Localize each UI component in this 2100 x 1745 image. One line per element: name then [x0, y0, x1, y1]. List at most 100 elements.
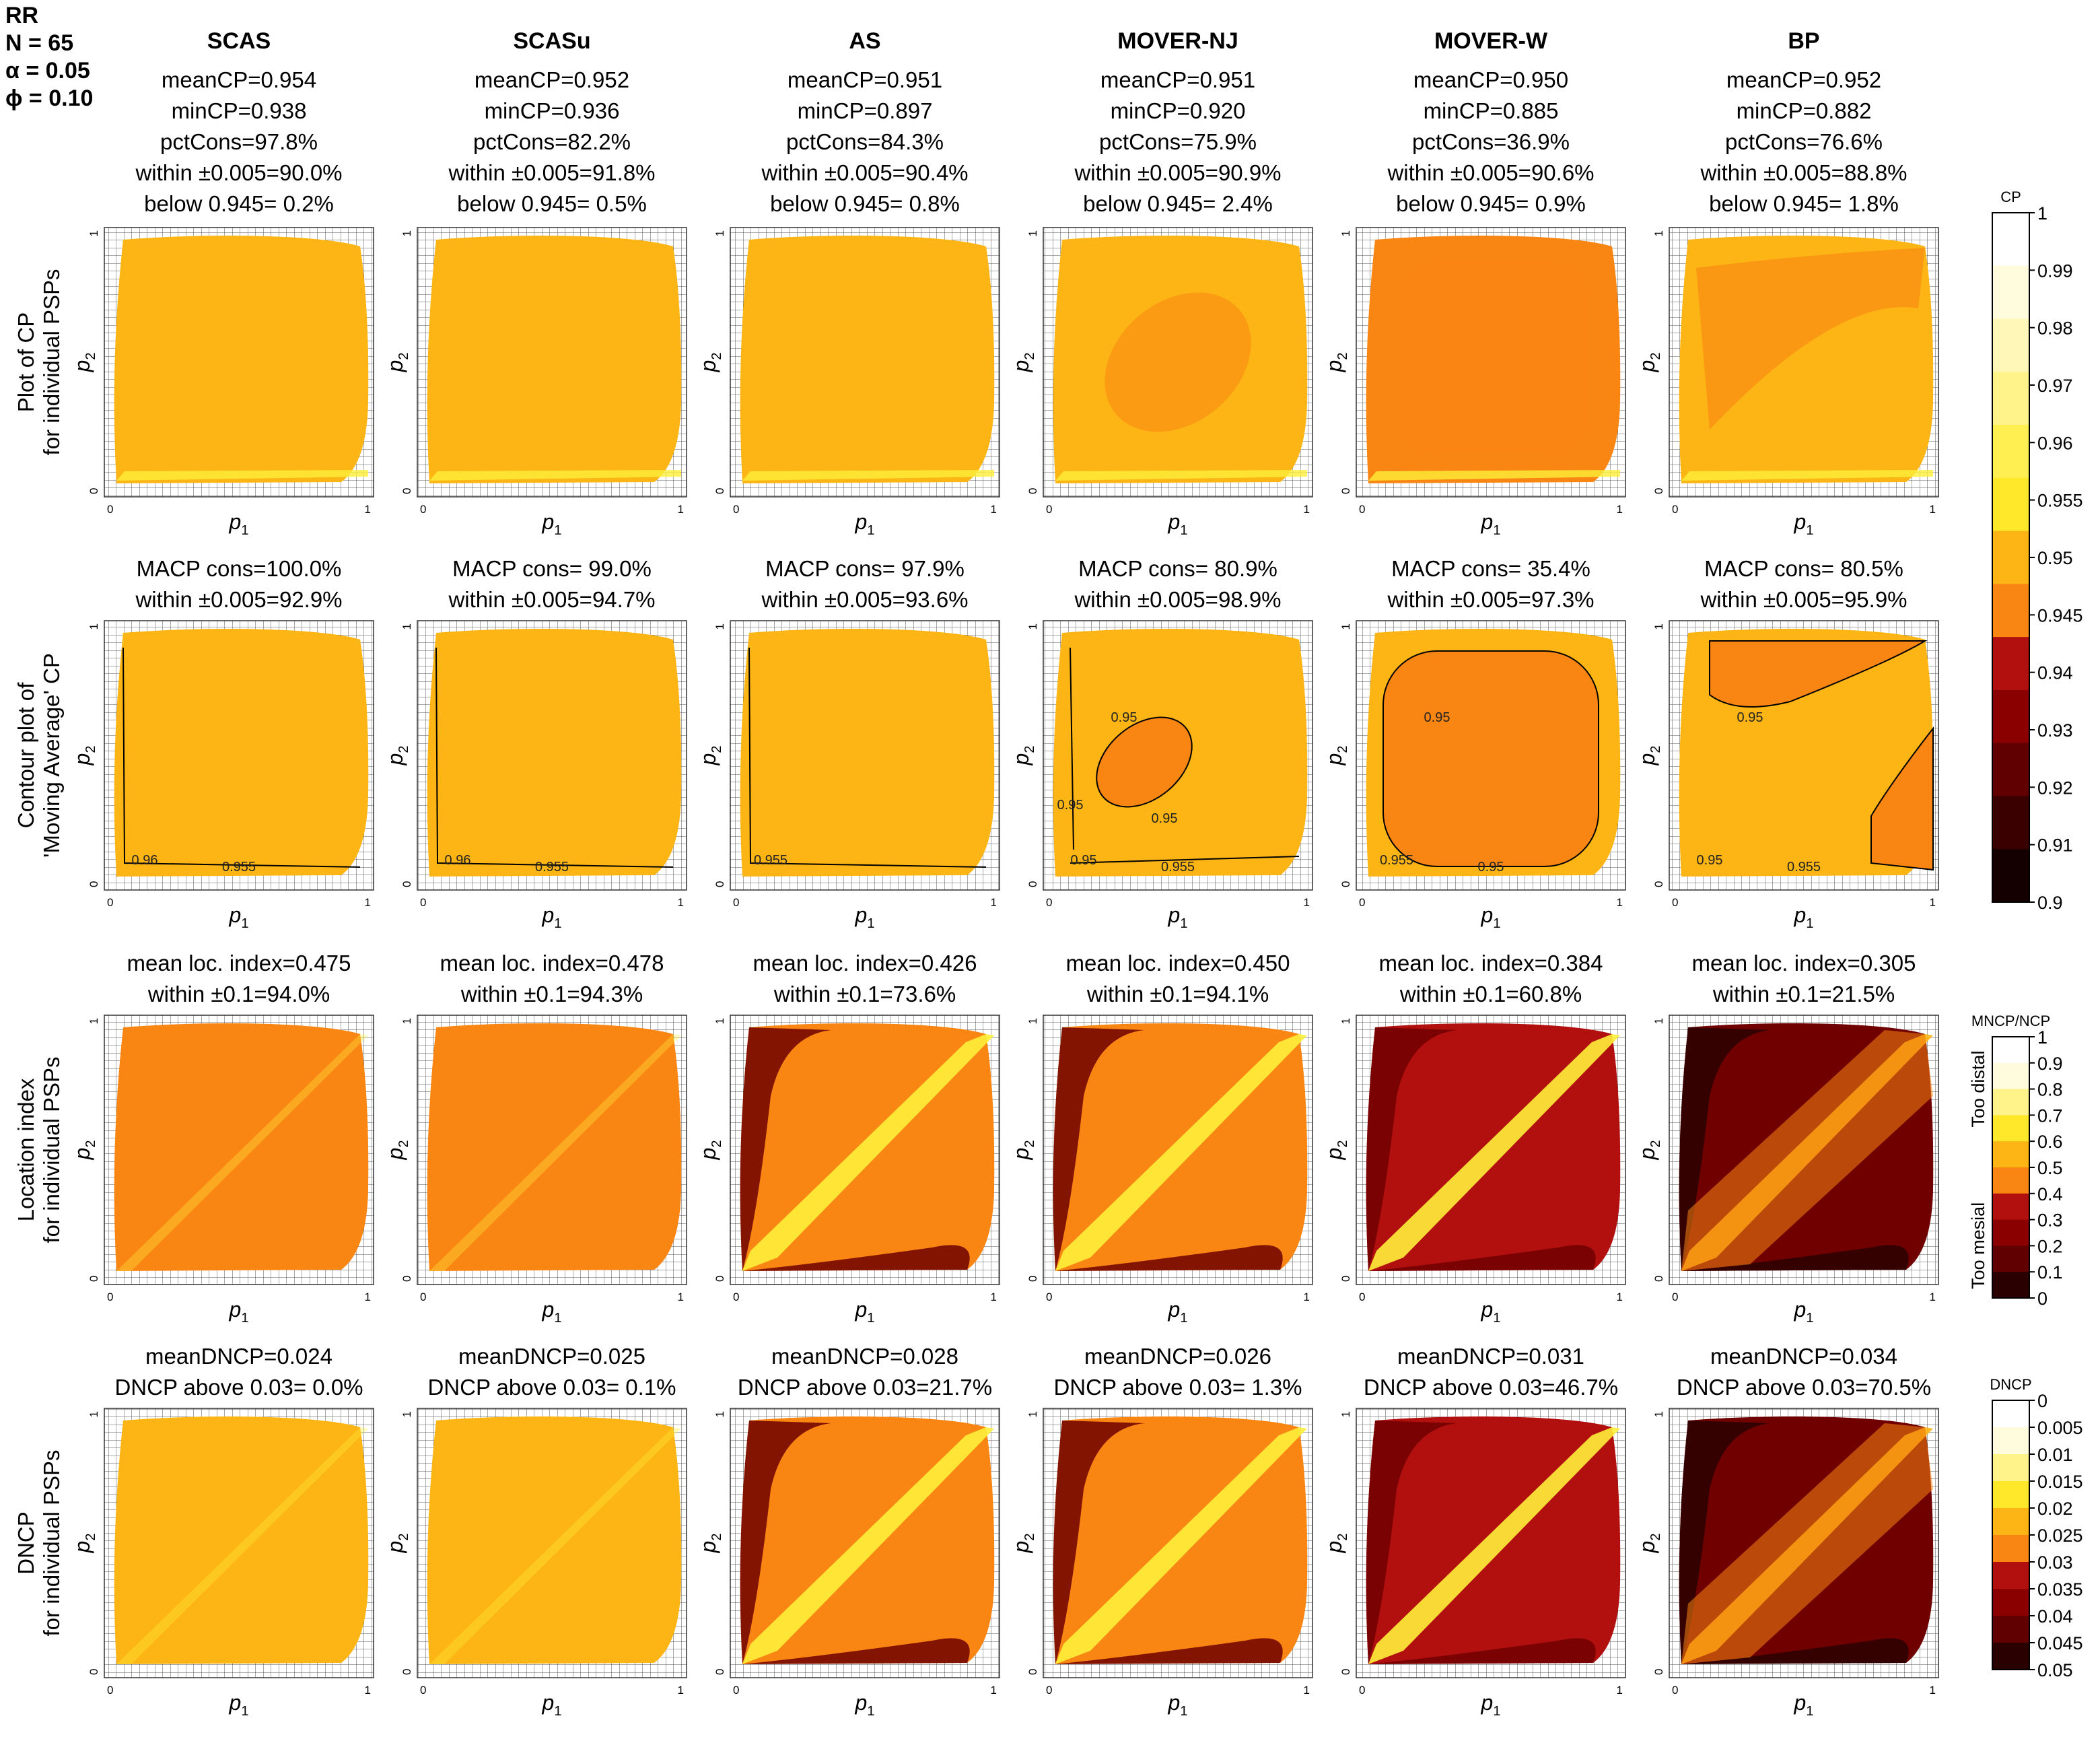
colorbar-label: 0.2: [2037, 1236, 2063, 1256]
colorbar-segment: [1992, 425, 2029, 479]
y-tick-label: 0: [88, 1669, 100, 1675]
stat-line: minCP=0.885: [1424, 98, 1559, 123]
colorbar-label: 0.96: [2037, 433, 2073, 453]
x-tick-label: 0: [733, 1684, 739, 1697]
x-axis-label: p1: [542, 1690, 562, 1719]
heatmap-fill: [740, 236, 995, 483]
y-axis-label: p2: [70, 1140, 98, 1161]
y-tick-text: 1: [1339, 623, 1352, 629]
x-tick-label: 0: [1672, 896, 1678, 909]
stat-line: pctCons=75.9%: [1099, 129, 1257, 154]
y-tick-label: 0: [400, 881, 413, 887]
y-tick-label: 0: [1339, 488, 1352, 494]
diagonal-band: [1055, 1427, 1307, 1664]
dark-wedge: [1681, 1245, 1909, 1271]
contour-label: 0.955: [535, 860, 569, 875]
y-axis-label: p2: [1635, 1534, 1663, 1554]
y-tick-label: 0: [1026, 488, 1039, 494]
y-tick-label: 0: [88, 488, 100, 494]
edge-band: [429, 470, 681, 481]
stat-line: below 0.945= 0.8%: [770, 191, 960, 216]
stat-line: mean loc. index=0.384: [1379, 951, 1603, 976]
colorbar-label: 0.025: [2037, 1526, 2083, 1546]
colorbar-segment: [1992, 1141, 2029, 1168]
x-axis-label: p1: [1481, 510, 1501, 538]
y-tick-label: 1: [88, 1411, 100, 1417]
stat-line: MACP cons= 80.5%: [1704, 556, 1903, 581]
heatmap-panel: MACP cons= 35.4% within ±0.005=97.3% 0.955…: [1322, 556, 1626, 931]
y-tick-text: 0: [1652, 1276, 1665, 1282]
contour-line: [748, 647, 987, 868]
y-tick-text: 1: [1026, 230, 1039, 236]
x-axis-label: p1: [1794, 903, 1814, 931]
x-axis-label: p1: [855, 510, 875, 538]
colorbar-segment: [1992, 1589, 2029, 1616]
y-tick-label: 1: [713, 1018, 726, 1024]
x-axis-label: p1: [542, 510, 562, 538]
x-tick-label: 1: [1930, 1291, 1936, 1303]
y-tick-text: 1: [1652, 623, 1665, 629]
colorbar-label: 0.1: [2037, 1262, 2063, 1282]
y-tick-label: 1: [88, 623, 100, 629]
y-tick-label: 1: [1652, 1018, 1665, 1024]
colorbar-segment: [1992, 1508, 2029, 1536]
stat-line: DNCP above 0.03= 0.0%: [114, 1375, 363, 1400]
y-tick-text: 1: [713, 230, 726, 236]
x-axis-label: p1: [1794, 1690, 1814, 1719]
x-axis-label: p1: [1794, 1297, 1814, 1326]
diagonal-band: [429, 1034, 681, 1271]
y-axis-label: p2: [1009, 1140, 1037, 1161]
method-title: MOVER-NJ: [1117, 28, 1238, 54]
y-tick-label: 0: [713, 1276, 726, 1282]
stat-line: meanCP=0.951: [1100, 67, 1255, 92]
y-axis-text: p2: [1009, 353, 1037, 373]
colorbar-segment: [1992, 372, 2029, 425]
center-region: [1397, 261, 1592, 456]
stat-line: meanDNCP=0.028: [771, 1344, 958, 1369]
stat-line: meanDNCP=0.026: [1084, 1344, 1271, 1369]
y-tick-text: 1: [1026, 1018, 1039, 1024]
stat-line: DNCP above 0.03=46.7%: [1364, 1375, 1618, 1400]
diagonal-band: [1055, 1034, 1307, 1271]
y-tick-text: 1: [1339, 1018, 1352, 1024]
y-tick-text: 0: [1652, 488, 1665, 494]
colorbar: DNCP 0 0.005 0.01 0.015 0.02 0.025 0.03 0.035 0.0…: [1990, 1376, 2082, 1680]
heatmap-region: [1053, 1416, 1308, 1664]
y-axis-label: p2: [70, 1534, 98, 1554]
x-tick-label: 0: [1359, 1291, 1365, 1303]
y-tick-text: 0: [400, 1276, 413, 1282]
center-region: [1105, 292, 1251, 432]
stat-line: minCP=0.882: [1737, 98, 1872, 123]
y-tick-label: 0: [88, 881, 100, 887]
colorbar-segment: [1992, 1219, 2029, 1246]
row-label: Location index for individual PSPs: [13, 1057, 64, 1243]
dark-wedge: [1053, 1421, 1144, 1664]
stat-line: within ±0.005=90.4%: [761, 160, 968, 185]
colorbar-segment: [1992, 584, 2029, 638]
heatmap-fill: [114, 1023, 369, 1271]
contour-region: [1096, 716, 1193, 808]
y-axis-label: p2: [383, 353, 411, 373]
stat-line: below 0.945= 0.5%: [457, 191, 647, 216]
y-tick-text: 1: [1339, 1411, 1352, 1417]
x-tick-label: 0: [420, 1684, 426, 1697]
y-axis-label: p2: [1009, 1534, 1037, 1554]
contour-label: 0.95: [1424, 710, 1450, 725]
y-axis-text: p2: [1009, 1140, 1037, 1161]
stat-line: meanCP=0.952: [475, 67, 629, 92]
x-tick-label: 0: [107, 1684, 113, 1697]
y-axis-label: p2: [1635, 353, 1663, 373]
x-tick-label: 1: [1617, 1291, 1623, 1303]
heatmap-fill: [427, 1416, 682, 1664]
stat-line: meanCP=0.951: [788, 67, 942, 92]
y-tick-text: 0: [713, 1669, 726, 1675]
diagonal-band: [1681, 1423, 1933, 1664]
colorbar-segment: [1992, 477, 2029, 532]
dark-wedge: [1055, 1638, 1283, 1664]
y-tick-text: 0: [88, 1276, 100, 1282]
y-tick-label: 0: [1026, 881, 1039, 887]
heatmap-panel: mean loc. index=0.384 within ±0.1=60.8% 0 1…: [1322, 951, 1626, 1326]
y-tick-text: 1: [713, 1018, 726, 1024]
colorbar-segment: [1992, 849, 2029, 903]
x-axis-label: p1: [542, 1297, 562, 1326]
